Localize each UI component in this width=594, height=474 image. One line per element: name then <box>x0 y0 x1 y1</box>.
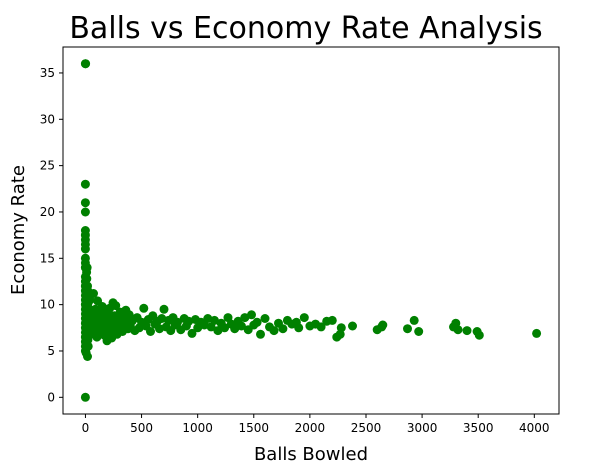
scatter-point <box>80 198 90 208</box>
scatter-point <box>256 329 265 339</box>
scatter-point <box>252 317 262 327</box>
scatter-point <box>81 59 91 69</box>
x-tick-label: 3500 <box>463 421 494 435</box>
y-axis-label: Economy Rate <box>8 165 29 295</box>
x-axis-label: Balls Bowled <box>254 444 368 465</box>
scatter-point <box>260 314 270 323</box>
scatter-point <box>80 392 90 402</box>
y-tick-label: 20 <box>40 205 55 219</box>
scatter-point <box>83 352 92 361</box>
scatter-point <box>348 321 357 331</box>
points-layer <box>80 59 542 402</box>
x-tick-label: 2500 <box>351 421 382 435</box>
scatter-point <box>80 179 90 189</box>
scatter-point <box>146 327 155 336</box>
scatter-point <box>462 326 472 336</box>
scatter-point <box>236 321 246 331</box>
x-tick-label: 4000 <box>519 421 550 435</box>
scatter-point <box>453 325 463 335</box>
scatter-point <box>316 322 326 332</box>
scatter-point <box>187 328 197 338</box>
y-tick-label: 35 <box>40 66 55 80</box>
scatter-point <box>82 274 92 284</box>
scatter-point <box>403 324 412 334</box>
scatter-point <box>82 263 92 273</box>
scatter-point <box>159 304 169 314</box>
scatter-point <box>474 330 484 340</box>
y-axis-ticks: 0 5 10 15 20 25 30 35 <box>40 66 63 404</box>
y-tick-label: 5 <box>47 344 55 358</box>
y-tick-label: 30 <box>40 112 55 126</box>
scatter-point <box>83 341 93 351</box>
y-tick-label: 0 <box>47 390 55 404</box>
x-tick-label: 3000 <box>407 421 438 435</box>
x-tick-label: 500 <box>130 421 153 435</box>
scatter-point <box>299 313 309 323</box>
x-tick-label: 0 <box>82 421 90 435</box>
scatter-point <box>278 324 288 334</box>
scatter-point <box>89 289 98 298</box>
scatter-point <box>409 315 419 325</box>
scatter-point <box>378 320 388 330</box>
chart-title: Balls vs Economy Rate Analysis <box>69 11 542 46</box>
scatter-point <box>111 301 121 311</box>
scatter-point <box>139 303 149 313</box>
scatter-point <box>80 207 90 217</box>
scatter-point <box>269 326 279 336</box>
x-tick-label: 1500 <box>238 421 269 435</box>
plot-frame <box>62 46 560 415</box>
y-tick-label: 15 <box>40 251 55 265</box>
y-tick-label: 10 <box>40 298 55 312</box>
scatter-point <box>414 327 424 336</box>
scatter-point <box>294 323 304 333</box>
x-tick-label: 2000 <box>295 421 326 435</box>
scatter-point <box>80 244 90 254</box>
scatter-point <box>220 323 230 333</box>
scatter-point <box>173 317 182 327</box>
scatter-point <box>336 323 346 333</box>
scatter-point <box>83 335 93 345</box>
scatter-point <box>247 310 256 320</box>
x-tick-label: 1000 <box>182 421 213 435</box>
scatter-point <box>327 315 337 325</box>
y-tick-label: 25 <box>40 159 55 173</box>
scatter-point <box>532 328 542 338</box>
x-axis-ticks: 0 500 1000 1500 2000 2500 3000 3500 4000 <box>82 414 550 435</box>
